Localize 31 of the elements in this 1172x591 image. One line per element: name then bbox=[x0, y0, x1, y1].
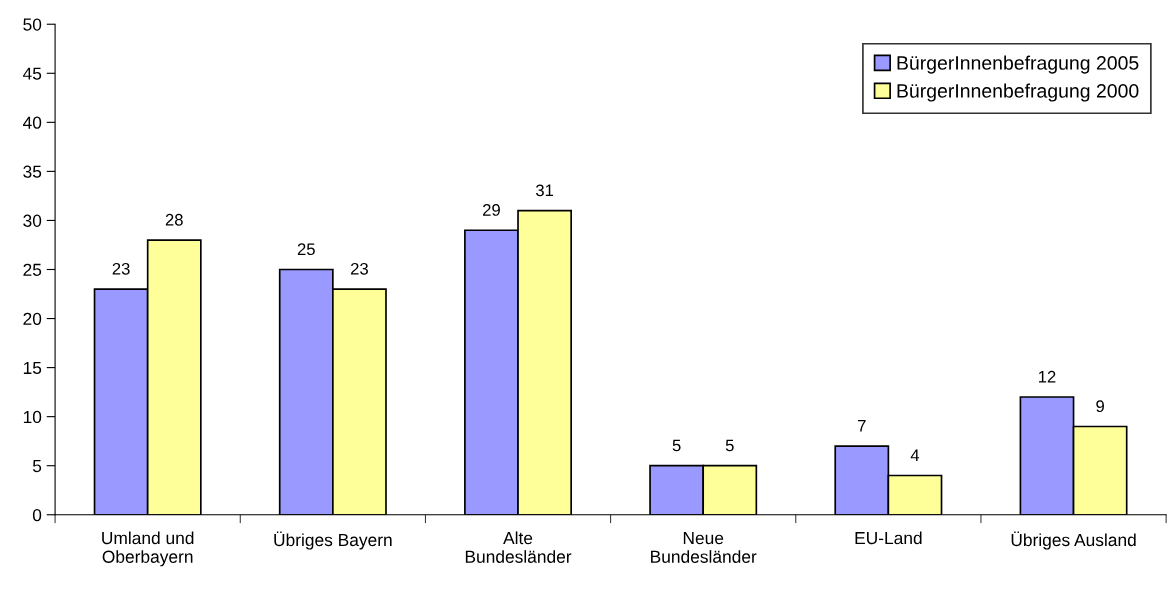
data-label: 12 bbox=[1038, 370, 1056, 383]
x-tick-label: Alte Bundesländer bbox=[465, 531, 572, 563]
x-tick-label: Umland und Oberbayern bbox=[102, 531, 194, 567]
data-label: 23 bbox=[112, 262, 130, 275]
data-label: 23 bbox=[350, 262, 368, 275]
data-label: 25 bbox=[297, 243, 315, 256]
data-label: 7 bbox=[858, 420, 866, 432]
legend-label: BürgerInnenbefragung 2005 bbox=[897, 55, 1139, 74]
x-tick-label: Neue Bundesländer bbox=[651, 532, 757, 563]
y-tick-label: 10 bbox=[23, 410, 42, 424]
y-tick-label: 15 bbox=[23, 361, 42, 375]
y-tick-label: 40 bbox=[22, 116, 42, 129]
y-tick-label: 45 bbox=[22, 67, 42, 80]
data-label: 28 bbox=[165, 213, 183, 226]
data-label: 9 bbox=[1096, 400, 1104, 413]
x-tick-label: Übriges Bayern bbox=[274, 531, 392, 550]
y-tick-label: 50 bbox=[23, 18, 42, 31]
data-label: 29 bbox=[483, 204, 500, 216]
y-tick-label: 5 bbox=[32, 460, 42, 473]
data-label: 31 bbox=[535, 184, 554, 197]
y-tick-label: 25 bbox=[23, 263, 42, 276]
x-tick-label: Übriges Ausland bbox=[1011, 531, 1136, 550]
x-tick-label: EU-Land bbox=[855, 531, 922, 545]
y-tick-label: 35 bbox=[23, 165, 42, 178]
y-tick-label: 20 bbox=[23, 312, 42, 326]
data-label: 5 bbox=[725, 439, 734, 452]
data-label: 4 bbox=[910, 449, 920, 461]
data-label: 5 bbox=[672, 439, 681, 452]
legend-label: BürgerInnenbefragung 2000 bbox=[897, 83, 1139, 102]
y-tick-label: 0 bbox=[32, 508, 42, 522]
y-tick-label: 30 bbox=[23, 214, 42, 227]
